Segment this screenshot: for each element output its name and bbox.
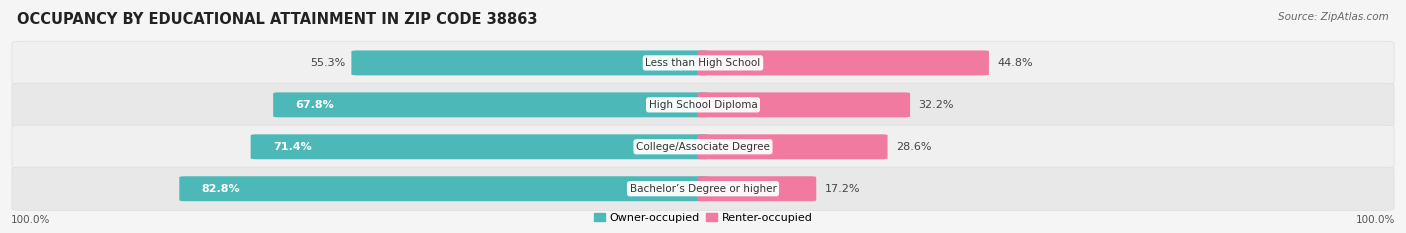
Text: 44.8%: 44.8%: [997, 58, 1033, 68]
Text: Less than High School: Less than High School: [645, 58, 761, 68]
FancyBboxPatch shape: [697, 51, 988, 75]
Text: 32.2%: 32.2%: [918, 100, 955, 110]
Legend: Owner-occupied, Renter-occupied: Owner-occupied, Renter-occupied: [589, 209, 817, 227]
FancyBboxPatch shape: [697, 134, 887, 159]
FancyBboxPatch shape: [11, 167, 1395, 210]
Text: 100.0%: 100.0%: [11, 215, 51, 225]
Text: Source: ZipAtlas.com: Source: ZipAtlas.com: [1278, 12, 1389, 22]
FancyBboxPatch shape: [352, 51, 709, 75]
Text: 100.0%: 100.0%: [1355, 215, 1395, 225]
Text: 67.8%: 67.8%: [295, 100, 335, 110]
FancyBboxPatch shape: [273, 93, 709, 117]
FancyBboxPatch shape: [697, 176, 817, 201]
FancyBboxPatch shape: [180, 176, 709, 201]
FancyBboxPatch shape: [11, 41, 1395, 85]
Text: College/Associate Degree: College/Associate Degree: [636, 142, 770, 152]
FancyBboxPatch shape: [250, 134, 709, 159]
Text: High School Diploma: High School Diploma: [648, 100, 758, 110]
Text: 55.3%: 55.3%: [311, 58, 346, 68]
Text: OCCUPANCY BY EDUCATIONAL ATTAINMENT IN ZIP CODE 38863: OCCUPANCY BY EDUCATIONAL ATTAINMENT IN Z…: [17, 12, 537, 27]
Text: 82.8%: 82.8%: [202, 184, 240, 194]
Text: 28.6%: 28.6%: [896, 142, 932, 152]
Text: 17.2%: 17.2%: [825, 184, 860, 194]
FancyBboxPatch shape: [11, 125, 1395, 168]
Text: 71.4%: 71.4%: [273, 142, 312, 152]
FancyBboxPatch shape: [697, 93, 910, 117]
FancyBboxPatch shape: [11, 83, 1395, 127]
Text: Bachelor’s Degree or higher: Bachelor’s Degree or higher: [630, 184, 776, 194]
